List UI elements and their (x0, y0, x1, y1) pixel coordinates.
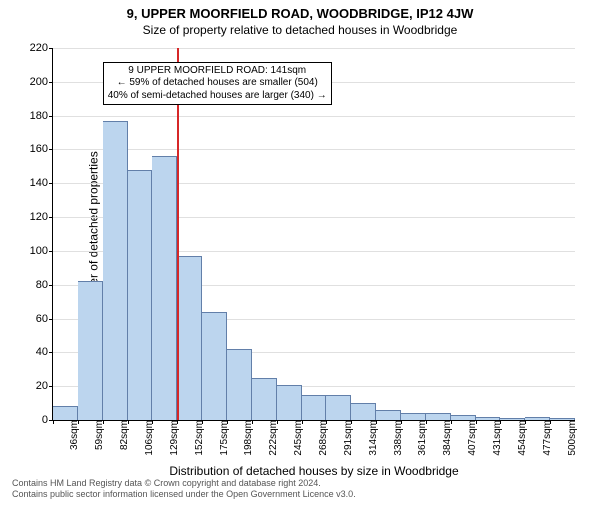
ytick-label: 80 (36, 279, 53, 291)
xtick-label: 291sqm (339, 420, 354, 456)
histogram-bar (326, 395, 351, 420)
xtick-mark (152, 420, 153, 424)
xtick-label: 59sqm (90, 420, 105, 450)
ytick-label: 40 (36, 346, 53, 358)
xtick-label: 245sqm (289, 420, 304, 456)
ytick-label: 140 (30, 177, 53, 189)
histogram-bar (128, 170, 153, 420)
xtick-mark (78, 420, 79, 424)
histogram-bar (277, 385, 302, 421)
annotation-line: 9 UPPER MOORFIELD ROAD: 141sqm (108, 65, 327, 78)
annotation-line: 40% of semi-detached houses are larger (… (108, 90, 327, 103)
xtick-mark (252, 420, 253, 424)
histogram-bar (177, 256, 202, 420)
gridline (53, 48, 575, 49)
chart-plot-area: Number of detached properties Distributi… (52, 48, 575, 421)
histogram-bar (103, 121, 128, 420)
xtick-label: 314sqm (364, 420, 379, 456)
page-subtitle: Size of property relative to detached ho… (0, 23, 600, 37)
histogram-bar (302, 395, 327, 420)
histogram-bar (351, 403, 376, 420)
attribution-line-1: Contains HM Land Registry data © Crown c… (12, 478, 356, 489)
xtick-label: 129sqm (165, 420, 180, 456)
ytick-label: 220 (30, 42, 53, 54)
xtick-label: 384sqm (438, 420, 453, 456)
xtick-label: 477sqm (538, 420, 553, 456)
attribution-line-2: Contains public sector information licen… (12, 489, 356, 500)
xtick-mark (401, 420, 402, 424)
histogram-bar (53, 406, 78, 420)
histogram-bar (78, 281, 103, 420)
histogram-bar (152, 156, 177, 420)
xtick-mark (326, 420, 327, 424)
annotation-box: 9 UPPER MOORFIELD ROAD: 141sqm← 59% of d… (103, 62, 332, 106)
xtick-label: 106sqm (140, 420, 155, 456)
xtick-mark (302, 420, 303, 424)
xtick-mark (451, 420, 452, 424)
xtick-mark (376, 420, 377, 424)
ytick-label: 100 (30, 245, 53, 257)
xtick-mark (351, 420, 352, 424)
ytick-label: 60 (36, 313, 53, 325)
ytick-label: 20 (36, 380, 53, 392)
page-title: 9, UPPER MOORFIELD ROAD, WOODBRIDGE, IP1… (0, 6, 600, 21)
gridline (53, 116, 575, 117)
ytick-label: 180 (30, 110, 53, 122)
xtick-label: 152sqm (190, 420, 205, 456)
xtick-label: 454sqm (513, 420, 528, 456)
xtick-label: 268sqm (314, 420, 329, 456)
xtick-mark (128, 420, 129, 424)
xtick-mark (476, 420, 477, 424)
gridline (53, 149, 575, 150)
xtick-mark (202, 420, 203, 424)
ytick-label: 120 (30, 211, 53, 223)
xtick-mark (277, 420, 278, 424)
xtick-label: 36sqm (65, 420, 80, 450)
histogram-bar (376, 410, 401, 420)
xtick-label: 175sqm (215, 420, 230, 456)
xtick-label: 407sqm (463, 420, 478, 456)
histogram-bar (227, 349, 252, 420)
xtick-mark (426, 420, 427, 424)
xtick-label: 500sqm (563, 420, 578, 456)
histogram-bar (401, 413, 426, 420)
annotation-line: ← 59% of detached houses are smaller (50… (108, 77, 327, 90)
xtick-label: 431sqm (488, 420, 503, 456)
attribution-text: Contains HM Land Registry data © Crown c… (12, 478, 356, 500)
histogram-bar (202, 312, 227, 420)
xtick-label: 222sqm (264, 420, 279, 456)
xtick-label: 361sqm (413, 420, 428, 456)
xtick-mark (500, 420, 501, 424)
ytick-label: 200 (30, 76, 53, 88)
histogram-bar (252, 378, 277, 420)
x-axis-label: Distribution of detached houses by size … (169, 464, 458, 478)
xtick-mark (103, 420, 104, 424)
xtick-mark (53, 420, 54, 424)
xtick-mark (177, 420, 178, 424)
histogram-bar (426, 413, 451, 420)
xtick-label: 82sqm (115, 420, 130, 450)
xtick-label: 198sqm (239, 420, 254, 456)
xtick-label: 338sqm (389, 420, 404, 456)
xtick-mark (227, 420, 228, 424)
ytick-label: 160 (30, 143, 53, 155)
xtick-mark (550, 420, 551, 424)
ytick-label: 0 (42, 414, 53, 426)
xtick-mark (525, 420, 526, 424)
